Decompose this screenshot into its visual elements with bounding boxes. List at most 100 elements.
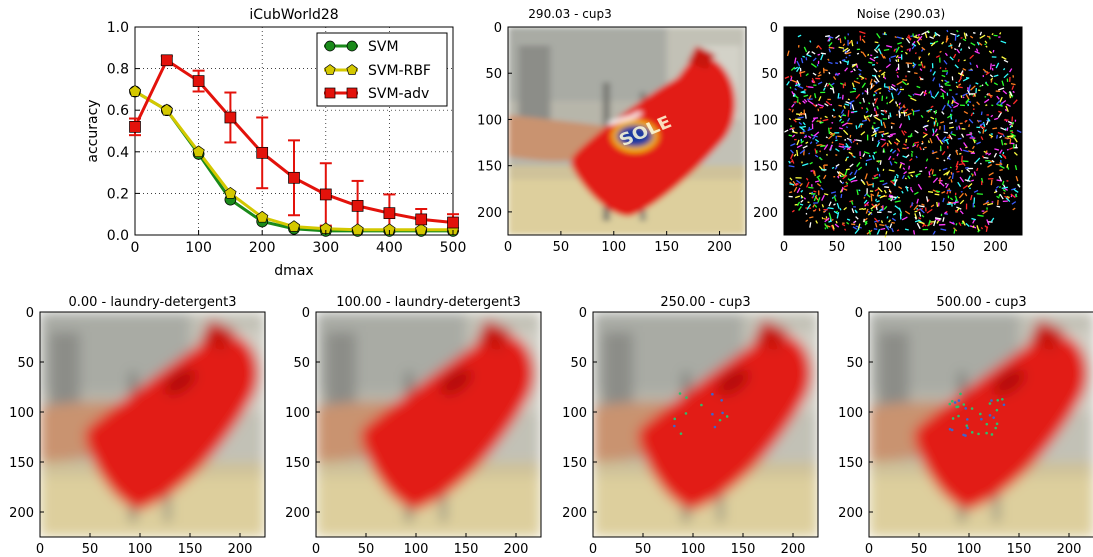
noise-speck	[935, 133, 939, 137]
noise-speck	[863, 115, 869, 119]
noise-speck	[827, 35, 834, 39]
noise-speck	[972, 225, 975, 228]
noise-pattern	[783, 29, 1022, 238]
noise-speck	[972, 139, 976, 144]
noise-speck	[931, 151, 938, 155]
y-tick-label: 100	[477, 113, 502, 128]
noise-speck	[941, 104, 946, 111]
noise-speck	[880, 71, 886, 76]
noise-speck	[960, 48, 963, 51]
noise-speck	[891, 83, 896, 88]
noise-speck	[914, 210, 918, 213]
noise-speck	[839, 207, 842, 211]
noise-speck	[901, 216, 908, 221]
marker-svm-adv	[288, 171, 300, 184]
noise-speck	[1012, 99, 1018, 105]
noise-speck	[875, 44, 880, 50]
noise-speck	[849, 163, 854, 168]
legend-entry-svm-adv: SVM-adv	[324, 86, 429, 102]
bottle-cap	[1029, 320, 1064, 352]
noise-speck	[895, 46, 900, 53]
noise-speck	[796, 149, 799, 157]
y-tick-label: 0	[855, 306, 863, 321]
noise-speck	[997, 87, 1005, 91]
speck	[985, 422, 989, 426]
noise-speck	[897, 42, 902, 45]
noise-speck	[932, 132, 935, 137]
noise-speck	[918, 221, 925, 225]
speck	[1001, 397, 1004, 401]
noise-speck	[951, 95, 956, 102]
noise-speck	[899, 123, 903, 129]
y-tick-label: 50	[485, 67, 502, 82]
noise-speck	[873, 217, 879, 223]
axis-ticks: 0 100 200 300 400 500 0.0 0.2 0.4 0.6 0.8 1.0	[107, 20, 467, 256]
marker-svm-adv	[192, 75, 205, 87]
noise-speck	[986, 35, 991, 38]
noise-speck	[954, 64, 959, 69]
noise-speck	[873, 48, 879, 54]
noise-speck	[907, 175, 911, 180]
noise-speck	[838, 171, 845, 176]
noise-speck	[952, 201, 959, 204]
noise-speck	[794, 57, 797, 64]
noise-speck	[895, 101, 898, 105]
noise-speck	[803, 98, 808, 103]
noise-speck	[860, 131, 866, 136]
noise-speck	[968, 124, 971, 128]
noise-speck	[905, 185, 909, 192]
noise-speck	[849, 100, 855, 104]
noise-speck	[816, 183, 821, 187]
noise-speck	[842, 47, 849, 53]
noise-speck	[982, 121, 986, 127]
noise-speck	[864, 77, 867, 80]
noise-speck	[873, 176, 879, 180]
noise-speck	[882, 182, 888, 186]
noise-speck	[970, 134, 974, 138]
noise-speck	[908, 171, 915, 174]
noise-speck	[792, 180, 797, 186]
noise-speck	[904, 51, 908, 55]
noise-speck	[991, 33, 994, 36]
noise-speck	[814, 195, 819, 201]
noise-speck	[901, 130, 906, 136]
noise-speck	[907, 115, 911, 121]
noise-speck	[916, 85, 921, 89]
noise-speck	[799, 71, 802, 77]
noise-speck	[897, 90, 902, 96]
noise-speck	[886, 102, 889, 105]
noise-speck	[993, 82, 999, 86]
noise-speck	[871, 132, 878, 137]
noise-speck	[874, 222, 878, 228]
noise-speck	[898, 110, 901, 117]
noise-speck	[926, 208, 933, 214]
noise-speck	[877, 139, 880, 143]
noise-speck	[914, 141, 919, 144]
noise-speck	[959, 152, 962, 155]
noise-speck	[934, 31, 937, 37]
noise-speck	[903, 130, 907, 134]
noise-speck	[864, 173, 868, 180]
noise-speck	[914, 219, 920, 223]
noise-speck	[850, 200, 854, 205]
noise-speck	[906, 82, 909, 86]
noise-speck	[1000, 127, 1007, 131]
noise-speck	[874, 205, 877, 209]
x-tick-label: 200	[983, 240, 1008, 255]
noise-speck	[903, 143, 907, 147]
noise-speck	[893, 179, 898, 186]
noise-speck	[890, 92, 894, 99]
noise-speck	[820, 54, 824, 61]
noise-speck	[828, 134, 834, 140]
y-tick-label: 150	[9, 456, 34, 471]
speck	[718, 418, 722, 422]
noise-speck	[820, 187, 824, 191]
noise-speck	[853, 221, 856, 224]
noise-speck	[831, 224, 835, 230]
noise-speck	[908, 165, 911, 170]
noise-speck	[876, 141, 881, 148]
noise-speck	[962, 92, 969, 97]
noise-speck	[846, 221, 850, 225]
example-image	[593, 312, 818, 537]
x-tick-label: 100	[185, 240, 212, 256]
